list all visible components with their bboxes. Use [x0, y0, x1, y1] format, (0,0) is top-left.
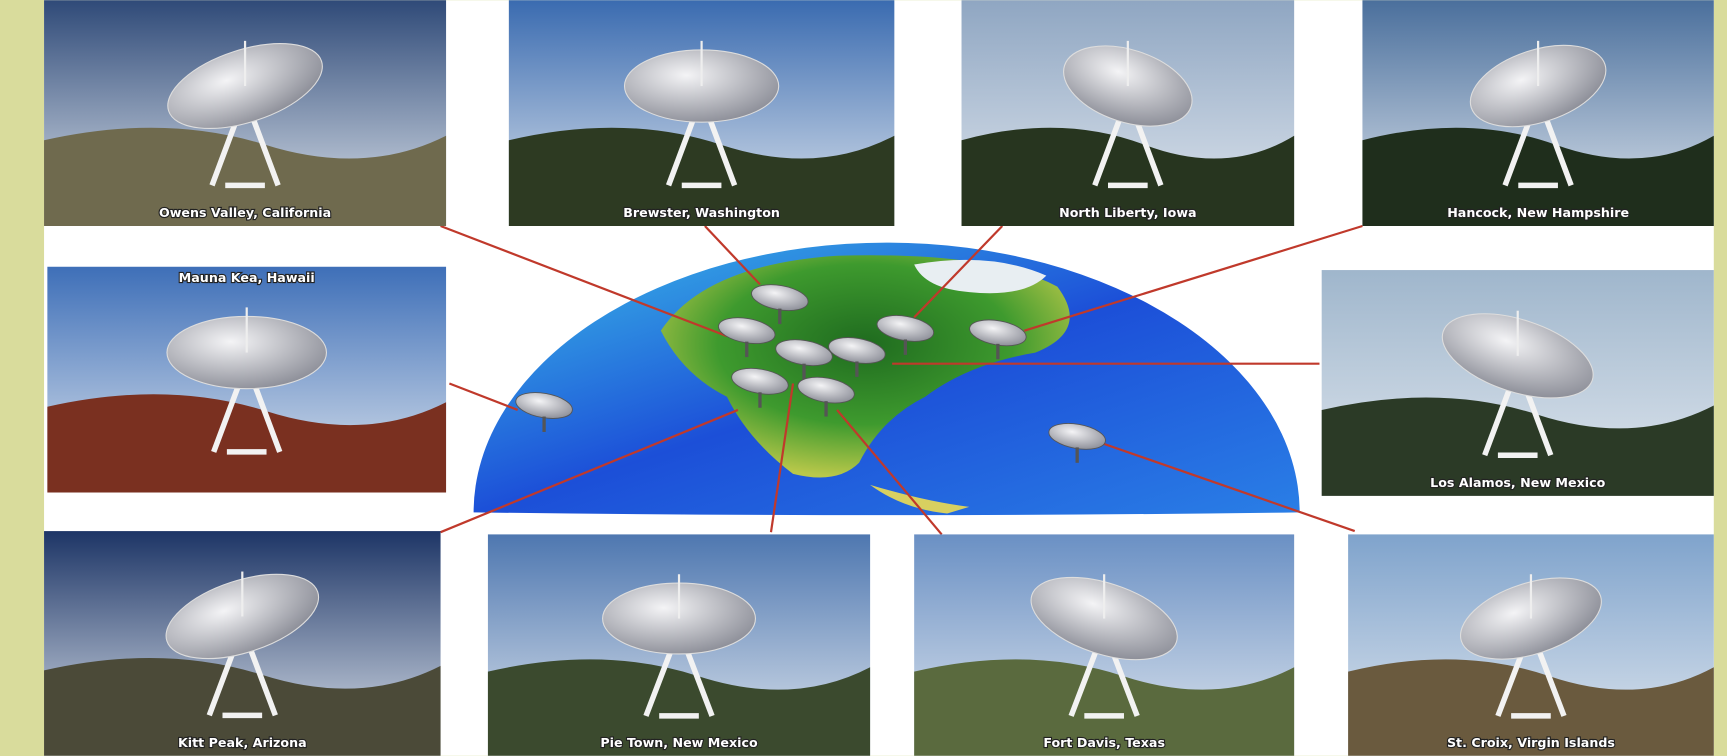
- site-label: Los Alamos, New Mexico: [1430, 475, 1605, 490]
- site-photo: Hancock, New Hampshire: [1362, 0, 1714, 227]
- terrain: [961, 127, 1295, 227]
- site-photo: Fort Davis, Texas: [914, 534, 1295, 756]
- dish-marker: [751, 284, 809, 311]
- site-photo: St. Croix, Virgin Islands: [1348, 534, 1714, 756]
- dish-marker: [515, 392, 573, 419]
- dish-marker: [876, 315, 935, 342]
- site-label: Brewster, Washington: [623, 205, 780, 220]
- terrain: [487, 659, 871, 756]
- antenna-dish: [1441, 313, 1594, 399]
- connector: [769, 383, 795, 533]
- site-photo: Pie Town, New Mexico: [487, 534, 871, 756]
- site-photo: Owens Valley, California: [44, 0, 447, 227]
- connector: [1023, 224, 1363, 332]
- terrain: [44, 657, 441, 756]
- dish-marker: [797, 376, 855, 404]
- terrain: [47, 394, 447, 493]
- dish-marker: [731, 367, 789, 395]
- connector: [913, 225, 1004, 319]
- site-label: Mauna Kea, Hawaii: [179, 270, 315, 285]
- connector: [1101, 441, 1356, 533]
- terrain: [508, 127, 895, 227]
- globe-dishes: [515, 284, 1106, 463]
- terrain: [1362, 127, 1714, 227]
- dish-marker: [718, 317, 776, 345]
- antenna-dish: [1469, 44, 1607, 128]
- site-label: Fort Davis, Texas: [1043, 735, 1165, 750]
- central-america: [870, 484, 970, 514]
- dish-marker: [828, 337, 886, 364]
- site-label: Owens Valley, California: [159, 205, 331, 220]
- terrain: [1321, 397, 1714, 496]
- site-photo: Brewster, Washington: [508, 0, 895, 227]
- site-label: Pie Town, New Mexico: [600, 735, 758, 750]
- greenland-ice: [914, 259, 1047, 294]
- site-label: Hancock, New Hampshire: [1447, 205, 1629, 220]
- site-photo: Mauna Kea, Hawaii: [47, 266, 447, 493]
- dish-marker: [1048, 423, 1106, 450]
- terrain: [44, 127, 447, 227]
- dish-marker: [775, 339, 833, 367]
- site-photos: Owens Valley, California Brewster, Washin…: [44, 0, 1714, 756]
- connector: [440, 224, 728, 338]
- dish-marker: [969, 319, 1027, 347]
- connector: [836, 409, 943, 536]
- connector: [440, 408, 739, 534]
- connector-lines: [440, 224, 1363, 536]
- north-america: [660, 255, 1070, 478]
- connector: [704, 225, 761, 286]
- terrain: [914, 659, 1295, 756]
- site-label: St. Croix, Virgin Islands: [1447, 735, 1615, 750]
- connector: [448, 382, 519, 411]
- site-label: Kitt Peak, Arizona: [178, 735, 307, 750]
- antenna-dish: [1459, 577, 1602, 660]
- site-photo: Los Alamos, New Mexico: [1321, 270, 1714, 496]
- site-photo: North Liberty, Iowa: [961, 0, 1295, 227]
- site-photo: Kitt Peak, Arizona: [44, 531, 441, 756]
- site-label: North Liberty, Iowa: [1059, 205, 1196, 220]
- terrain: [1348, 659, 1714, 756]
